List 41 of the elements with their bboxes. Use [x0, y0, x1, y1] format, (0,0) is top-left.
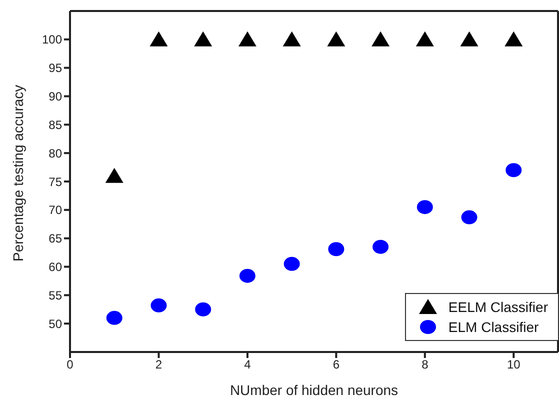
point: [195, 302, 212, 316]
point: [416, 31, 434, 46]
y-tick-label: 95: [48, 61, 62, 76]
x-tick-label: 6: [332, 358, 340, 372]
legend-label: EELM Classifier: [448, 298, 548, 317]
point: [416, 200, 433, 214]
point: [327, 31, 346, 46]
point: [282, 31, 301, 46]
point: [150, 31, 168, 46]
y-tick-label: 100: [42, 32, 62, 47]
point: [372, 240, 389, 254]
point: [194, 31, 212, 46]
point: [506, 163, 522, 178]
point: [239, 268, 256, 283]
point: [372, 31, 390, 46]
point: [106, 310, 122, 325]
x-tick-label: 10: [506, 358, 521, 372]
legend-label: ELM Classifier: [448, 318, 539, 337]
y-tick-label: 85: [48, 118, 62, 132]
point: [504, 31, 523, 46]
y-tick-label: 70: [48, 203, 62, 218]
point: [238, 31, 256, 46]
x-tick-label: 4: [244, 358, 252, 372]
point: [105, 168, 124, 183]
point: [284, 256, 300, 271]
x-tick-label: 0: [66, 358, 74, 372]
point: [150, 298, 167, 312]
y-tick-label: 80: [48, 146, 62, 160]
y-tick-label: 50: [48, 316, 62, 331]
y-tick-label: 60: [48, 260, 62, 274]
x-axis-title: NUmber of hidden neurons: [230, 382, 398, 398]
y-tick-label: 90: [48, 90, 62, 104]
point: [460, 31, 478, 46]
x-tick-label: 8: [422, 358, 429, 372]
point: [461, 210, 478, 224]
point: [328, 242, 344, 256]
y-axis-title: Percentage testing accuracy: [10, 84, 26, 262]
x-tick-label: 2: [155, 358, 162, 372]
y-tick-label: 65: [48, 232, 62, 246]
y-tick-label: 55: [48, 288, 62, 302]
y-tick-label: 75: [48, 174, 62, 189]
